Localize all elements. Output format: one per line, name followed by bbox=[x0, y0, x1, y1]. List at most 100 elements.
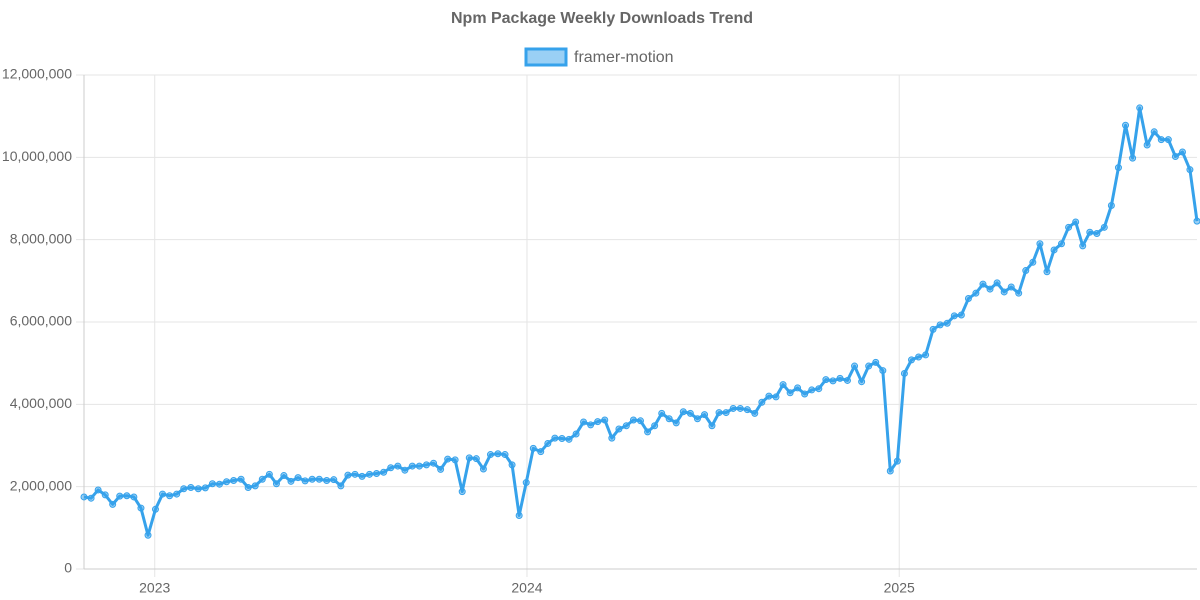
data-point bbox=[1150, 128, 1158, 136]
data-point bbox=[822, 376, 830, 384]
data-point bbox=[915, 353, 923, 361]
data-point bbox=[1065, 223, 1073, 231]
y-tick-label: 8,000,000 bbox=[10, 230, 72, 246]
data-point bbox=[1086, 228, 1094, 236]
data-point bbox=[594, 418, 602, 426]
data-point bbox=[1164, 136, 1172, 144]
data-point bbox=[701, 411, 709, 419]
data-point bbox=[1050, 246, 1058, 254]
data-point bbox=[715, 409, 723, 417]
y-tick-label: 12,000,000 bbox=[2, 66, 72, 82]
data-point bbox=[451, 456, 459, 464]
data-point bbox=[422, 461, 430, 469]
data-point bbox=[786, 389, 794, 397]
data-point bbox=[366, 470, 374, 478]
data-point bbox=[330, 476, 338, 484]
data-point bbox=[729, 404, 737, 412]
data-point bbox=[601, 416, 609, 424]
y-tick-label: 0 bbox=[64, 560, 72, 576]
y-tick-label: 10,000,000 bbox=[2, 148, 72, 164]
data-point bbox=[1186, 166, 1194, 174]
data-point bbox=[529, 444, 537, 452]
data-point bbox=[522, 479, 530, 487]
y-tick-label: 4,000,000 bbox=[10, 395, 72, 411]
data-point bbox=[886, 467, 894, 475]
data-point bbox=[308, 475, 316, 483]
data-point bbox=[1114, 164, 1122, 172]
data-point bbox=[1136, 104, 1144, 112]
data-point bbox=[187, 483, 195, 491]
data-point bbox=[323, 476, 331, 484]
data-point bbox=[580, 418, 588, 426]
data-point bbox=[1193, 217, 1200, 225]
data-point bbox=[194, 485, 202, 493]
data-point bbox=[608, 434, 616, 442]
data-point bbox=[1178, 148, 1186, 156]
data-point bbox=[1029, 258, 1037, 266]
data-point bbox=[686, 409, 694, 417]
data-point bbox=[979, 280, 987, 288]
data-point bbox=[765, 392, 773, 400]
data-point bbox=[922, 351, 930, 359]
data-point bbox=[615, 425, 623, 433]
data-point bbox=[964, 295, 972, 303]
data-point bbox=[223, 478, 231, 486]
data-point bbox=[879, 367, 887, 375]
data-point bbox=[465, 454, 473, 462]
data-point bbox=[280, 472, 288, 480]
data-point bbox=[87, 494, 95, 502]
data-point bbox=[1122, 121, 1130, 129]
data-point bbox=[337, 482, 345, 490]
data-point bbox=[872, 358, 880, 366]
data-point bbox=[943, 319, 951, 327]
x-tick-label: 2024 bbox=[511, 580, 542, 596]
data-point bbox=[458, 488, 466, 496]
data-point bbox=[644, 428, 652, 436]
data-point bbox=[779, 381, 787, 389]
data-point bbox=[565, 435, 573, 443]
data-point bbox=[251, 482, 259, 490]
data-point bbox=[394, 462, 402, 470]
data-point bbox=[479, 465, 487, 473]
data-point bbox=[180, 485, 188, 493]
data-point bbox=[957, 311, 965, 319]
data-point bbox=[950, 312, 958, 320]
data-point bbox=[658, 409, 666, 417]
data-point bbox=[1015, 289, 1023, 297]
data-point bbox=[537, 448, 545, 456]
data-point bbox=[373, 469, 381, 477]
data-point bbox=[166, 492, 174, 500]
data-point bbox=[437, 465, 445, 473]
data-point bbox=[865, 362, 873, 370]
data-point bbox=[993, 279, 1001, 287]
data-point bbox=[637, 417, 644, 425]
data-point bbox=[1000, 288, 1008, 296]
data-point bbox=[758, 398, 766, 406]
data-point bbox=[515, 511, 523, 519]
data-point bbox=[708, 422, 716, 430]
data-point bbox=[629, 416, 637, 424]
data-point bbox=[244, 483, 252, 491]
data-point bbox=[401, 466, 409, 474]
data-point bbox=[843, 376, 851, 384]
data-point bbox=[794, 384, 802, 392]
data-point bbox=[116, 492, 124, 500]
data-point bbox=[151, 505, 159, 513]
data-point bbox=[486, 451, 494, 459]
data-point bbox=[287, 477, 295, 485]
legend-label: framer-motion bbox=[574, 49, 674, 66]
data-point bbox=[215, 480, 223, 488]
data-point bbox=[501, 451, 509, 459]
data-point bbox=[294, 474, 302, 482]
data-point bbox=[315, 475, 323, 483]
data-point bbox=[829, 377, 837, 385]
data-point bbox=[815, 385, 823, 393]
data-point bbox=[772, 393, 780, 401]
data-point bbox=[751, 409, 759, 417]
data-point bbox=[986, 285, 994, 293]
x-tick-label: 2023 bbox=[139, 580, 170, 596]
data-point bbox=[900, 369, 908, 377]
data-point bbox=[159, 490, 167, 498]
data-point bbox=[1143, 141, 1151, 149]
